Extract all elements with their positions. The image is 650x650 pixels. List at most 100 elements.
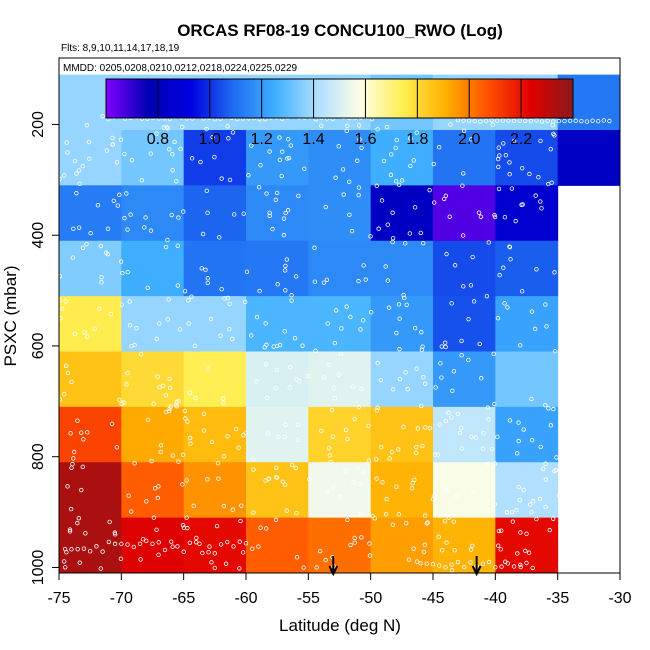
obs-point xyxy=(486,240,491,245)
obs-point xyxy=(112,530,118,535)
obs-point xyxy=(76,515,82,521)
obs-point xyxy=(289,298,294,303)
obs-point xyxy=(273,197,278,203)
obs-point xyxy=(348,542,353,548)
obs-point xyxy=(250,546,255,552)
obs-point xyxy=(356,278,361,284)
obs-point xyxy=(404,302,409,307)
obs-point xyxy=(411,546,416,551)
obs-point xyxy=(288,143,294,148)
obs-point xyxy=(194,535,199,541)
dates-label: MMDD: 0205,0208,0210,0212,0218,0224,0225… xyxy=(63,63,298,74)
obs-point xyxy=(237,539,242,544)
obs-point xyxy=(166,297,171,302)
obs-point xyxy=(139,352,144,357)
obs-point xyxy=(511,564,517,569)
heatmap-cell xyxy=(370,185,434,242)
obs-point xyxy=(486,417,491,422)
colorbar-tick-label: 2.2 xyxy=(510,131,532,148)
obs-point xyxy=(583,483,589,489)
obs-point xyxy=(156,484,161,489)
obs-point xyxy=(225,124,230,129)
obs-point xyxy=(436,534,441,540)
obs-point xyxy=(495,434,500,440)
obs-point xyxy=(527,171,532,177)
obs-point xyxy=(188,441,193,446)
y-tick-label: 1000 xyxy=(30,550,47,586)
obs-point xyxy=(241,211,246,216)
obs-point xyxy=(431,161,436,167)
obs-point xyxy=(76,225,82,230)
obs-point xyxy=(496,186,502,192)
obs-point xyxy=(158,443,164,448)
obs-point xyxy=(427,426,433,431)
obs-point xyxy=(158,449,163,455)
obs-point xyxy=(274,465,279,470)
obs-point xyxy=(575,517,581,522)
obs-point xyxy=(138,557,143,562)
y-tick-label: 200 xyxy=(30,111,47,138)
obs-point xyxy=(372,516,378,521)
obs-point xyxy=(378,445,384,450)
obs-point xyxy=(539,206,544,211)
obs-point xyxy=(221,454,227,459)
obs-point xyxy=(383,511,389,517)
heatmap-cell xyxy=(370,296,434,352)
obs-point xyxy=(254,379,259,384)
obs-point xyxy=(431,200,437,205)
obs-point xyxy=(514,508,519,513)
obs-point xyxy=(468,560,473,565)
colorbar-tick-label: 1.2 xyxy=(251,131,273,148)
obs-point xyxy=(468,547,474,552)
obs-point xyxy=(300,343,305,348)
heatmap-cell xyxy=(433,129,496,186)
heatmap-cell xyxy=(308,517,372,574)
obs-point xyxy=(236,445,241,450)
obs-point xyxy=(67,529,73,534)
obs-point xyxy=(565,547,570,553)
obs-point xyxy=(530,565,535,571)
heatmap-cell xyxy=(183,185,247,242)
obs-point xyxy=(143,215,148,220)
obs-point xyxy=(330,434,336,439)
obs-point xyxy=(183,416,188,421)
obs-point xyxy=(352,540,357,545)
obs-point xyxy=(118,259,124,264)
obs-point xyxy=(485,461,490,467)
obs-point xyxy=(72,158,78,164)
obs-point xyxy=(189,294,194,299)
obs-point xyxy=(254,314,260,320)
heatmap-cell xyxy=(370,351,434,408)
obs-point xyxy=(536,175,541,180)
obs-point xyxy=(175,283,180,288)
obs-point xyxy=(351,480,356,485)
flights-label: Flts: 8,9,10,11,14,17,18,19 xyxy=(61,43,180,54)
obs-point xyxy=(575,558,580,564)
obs-point xyxy=(329,407,335,413)
obs-point xyxy=(132,342,137,348)
obs-point xyxy=(174,399,180,405)
obs-point xyxy=(484,293,490,299)
obs-point xyxy=(504,510,510,515)
heatmap-cell xyxy=(121,129,185,186)
obs-point xyxy=(74,171,79,176)
obs-point xyxy=(284,257,290,262)
obs-point xyxy=(112,541,118,547)
obs-point xyxy=(69,547,74,552)
obs-point xyxy=(244,269,250,275)
obs-point xyxy=(189,156,195,161)
heatmap-cell xyxy=(246,185,309,242)
obs-point xyxy=(548,423,554,428)
obs-point xyxy=(345,517,350,523)
obs-point xyxy=(451,519,456,524)
obs-point xyxy=(118,556,124,561)
obs-point xyxy=(336,144,341,149)
obs-point xyxy=(117,192,122,198)
chart-title: ORCAS RF08-19 CONCU100_RWO (Log) xyxy=(177,21,503,40)
obs-point xyxy=(471,299,477,304)
obs-point xyxy=(411,158,416,163)
heatmap-cell xyxy=(246,240,309,297)
obs-point xyxy=(470,543,475,549)
obs-point xyxy=(125,227,130,232)
obs-point xyxy=(111,198,116,203)
